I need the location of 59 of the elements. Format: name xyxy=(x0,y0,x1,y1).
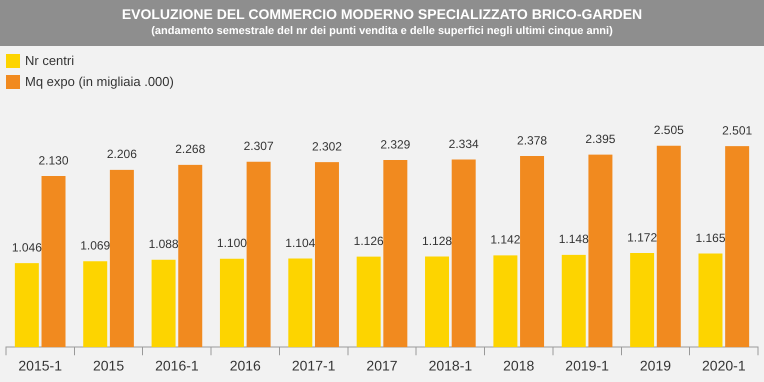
data-label: 1.126 xyxy=(354,234,384,248)
data-label: 1.128 xyxy=(422,234,452,248)
bar xyxy=(220,258,244,348)
data-label: 2.395 xyxy=(585,132,616,146)
data-label: 2.505 xyxy=(654,123,684,138)
x-tick-label: 2019 xyxy=(640,357,672,374)
data-label: 1.069 xyxy=(80,238,111,253)
bar xyxy=(425,256,450,348)
bar xyxy=(588,154,612,348)
data-label: 1.046 xyxy=(12,240,42,254)
data-label: 2.329 xyxy=(380,137,411,152)
x-tick-label: 2017-1 xyxy=(292,357,336,374)
x-tick-label: 2016-1 xyxy=(155,357,199,374)
data-label: 1.148 xyxy=(558,232,590,246)
x-tick-label: 2020-1 xyxy=(702,357,746,374)
data-label: 2.268 xyxy=(175,142,206,156)
bar xyxy=(630,252,654,348)
data-label: 2.302 xyxy=(312,139,342,154)
x-tick-label: 2015-1 xyxy=(18,357,62,374)
legend-label: Nr centri xyxy=(25,53,74,68)
bar xyxy=(452,160,476,348)
bar xyxy=(493,255,518,348)
bar xyxy=(246,162,271,348)
bar xyxy=(314,162,339,348)
x-tick-label: 2018-1 xyxy=(428,357,472,374)
bar xyxy=(725,146,750,348)
data-label: 1.165 xyxy=(695,230,726,245)
x-tick-label: 2015 xyxy=(92,357,124,374)
bar xyxy=(656,146,681,348)
bar xyxy=(356,256,381,348)
bar xyxy=(288,258,312,348)
data-label: 1.172 xyxy=(627,230,658,244)
data-label: 1.100 xyxy=(216,236,248,250)
bar xyxy=(152,260,176,348)
data-label: 2.378 xyxy=(517,133,548,148)
legend-label: Mq expo (in migliaia .000) xyxy=(25,74,174,89)
chart-title: EVOLUZIONE DEL COMMERCIO MODERNO SPECIALIZZATO BRICO-GARDEN xyxy=(120,5,644,22)
data-label: 2.334 xyxy=(448,136,480,151)
bar xyxy=(14,263,39,348)
bar xyxy=(520,156,544,348)
bar xyxy=(110,170,134,348)
x-tick-label: 2017 xyxy=(366,357,398,374)
data-label: 1.142 xyxy=(490,232,521,247)
bar xyxy=(178,164,202,348)
x-tick-label: 2019-1 xyxy=(565,357,610,374)
data-label: 2.501 xyxy=(722,123,752,138)
data-label: 1.104 xyxy=(285,236,316,250)
chart-subtitle: (andamento semestrale del nr dei punti vendita e delle superfici negli ultimi cinque anni) xyxy=(150,24,614,37)
x-tick-label: 2016 xyxy=(230,357,262,374)
bar xyxy=(562,254,586,348)
bar xyxy=(83,261,108,348)
data-label: 2.307 xyxy=(244,139,274,154)
x-tick-label: 2018 xyxy=(503,357,535,374)
bar xyxy=(383,160,408,348)
data-label: 2.206 xyxy=(106,147,138,162)
data-label: 1.088 xyxy=(148,237,179,252)
bar xyxy=(42,176,66,348)
data-label: 2.130 xyxy=(38,153,69,168)
bar xyxy=(698,254,722,348)
